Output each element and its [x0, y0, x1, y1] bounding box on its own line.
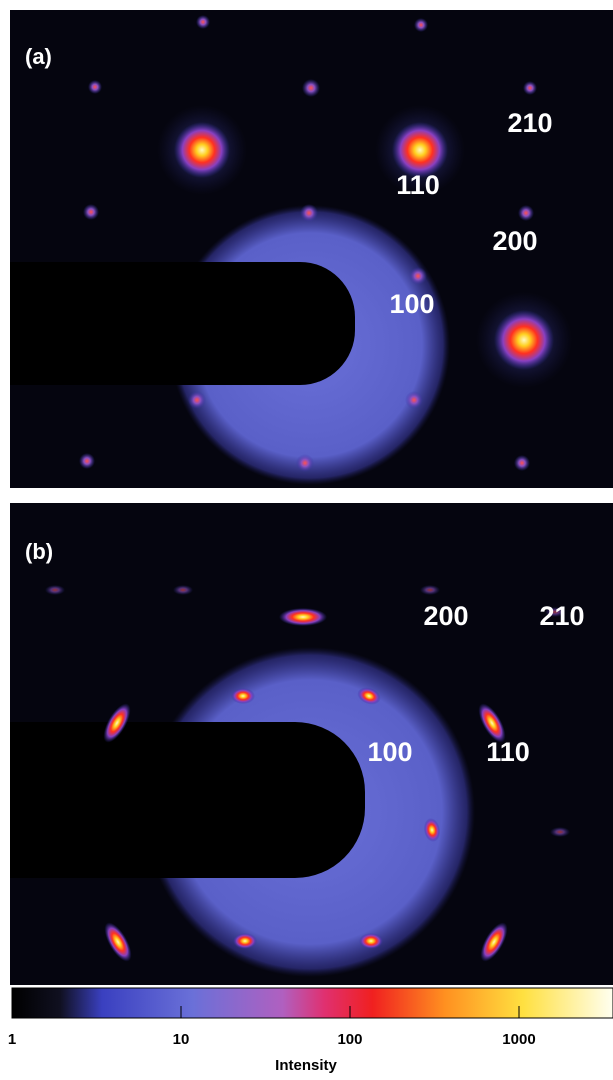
tick-label: 10 [173, 1031, 190, 1048]
index-label: 210 [539, 601, 584, 631]
index-label: 110 [486, 737, 530, 767]
tick-label: 100 [337, 1031, 362, 1048]
faint-spot [550, 827, 570, 837]
tick-label: 1 [8, 1031, 16, 1048]
spot [79, 453, 95, 469]
faint-spot [173, 585, 193, 595]
spot [233, 933, 257, 949]
faint-spot [45, 585, 65, 595]
colorbar [12, 988, 613, 1018]
spot [359, 933, 383, 949]
index-label: 200 [423, 601, 468, 631]
panel-b: (b) 200 210 100 110 [10, 503, 613, 985]
spot [196, 15, 210, 29]
panel-label: (b) [25, 539, 53, 564]
spot [409, 267, 427, 285]
spot [300, 204, 318, 222]
figure: (a) 210 110 200 100 (b) 200 210 100 110 … [0, 0, 613, 1080]
spot [523, 81, 537, 95]
index-label: 100 [389, 289, 434, 319]
spot [188, 391, 206, 409]
panel-a: (a) 210 110 200 100 [10, 10, 613, 488]
index-label: 200 [492, 226, 537, 256]
spot [279, 608, 327, 626]
spot [174, 122, 230, 178]
index-label: 110 [396, 170, 440, 200]
tick-label: 1000 [502, 1031, 535, 1048]
colorbar-label: Intensity [275, 1057, 337, 1074]
spot [405, 391, 423, 409]
spot [296, 454, 314, 472]
spot [88, 80, 102, 94]
spot [514, 455, 530, 471]
spot [302, 79, 320, 97]
index-label: 210 [507, 108, 552, 138]
spot [494, 310, 554, 370]
faint-spot [420, 585, 440, 595]
spot [518, 205, 534, 221]
index-label: 100 [367, 737, 412, 767]
panel-label: (a) [25, 44, 52, 69]
spot [83, 204, 99, 220]
spot [231, 688, 255, 704]
spot [414, 18, 428, 32]
